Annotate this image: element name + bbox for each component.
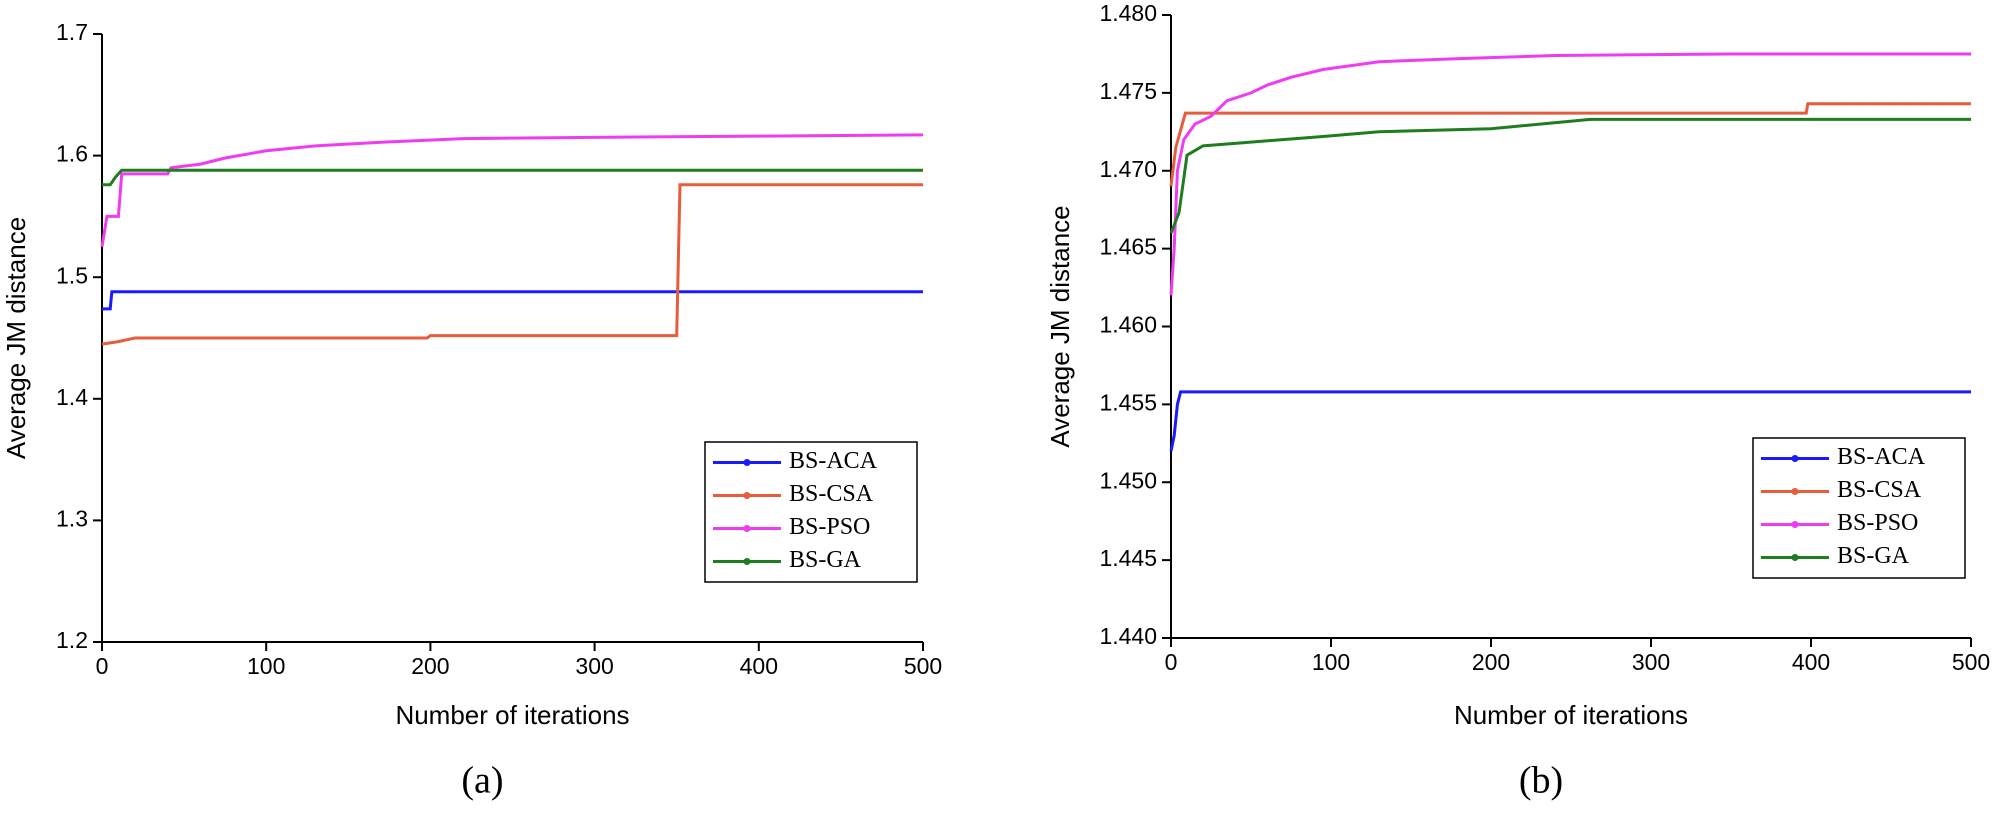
series-line <box>1169 117 1971 234</box>
y-tick-label: 1.440 <box>1099 623 1157 649</box>
legend-label: BS-ACA <box>1837 444 1926 470</box>
legend-box <box>1752 437 1966 579</box>
legend-marker <box>1791 521 1799 528</box>
x-axis-title: Number of iterations <box>1454 700 1688 730</box>
legend-label: BS-ACA <box>789 448 878 474</box>
chart: 1.440 1.445 1.450 1.455 1.460 1.465 1.470 1.475… <box>1045 0 1990 802</box>
legend-label: BS-PSO <box>1837 510 1918 536</box>
y-axis-title: Average JM distance <box>1 217 31 459</box>
y-tick-label: 1.4 <box>56 384 88 410</box>
y-tick-label: 1.475 <box>1099 78 1157 104</box>
x-tick-label: 100 <box>247 653 285 679</box>
y-tick-label: 1.465 <box>1099 234 1157 260</box>
legend-marker <box>1791 554 1799 561</box>
y-tick-label: 1.445 <box>1099 545 1157 571</box>
x-tick-label: 300 <box>575 653 613 679</box>
x-tick-label: 0 <box>96 653 109 679</box>
legend-marker <box>1791 488 1799 495</box>
legend-label: BS-GA <box>789 547 862 573</box>
y-tick-label: 1.470 <box>1099 156 1157 182</box>
legend-box <box>704 441 918 583</box>
legend-marker <box>743 558 751 565</box>
y-tick-label: 1.3 <box>56 505 88 531</box>
series-line <box>1169 52 1971 296</box>
x-tick-label: 300 <box>1632 649 1670 675</box>
x-tick-label: 400 <box>1792 649 1830 675</box>
series-line <box>102 168 923 187</box>
caption: (b) <box>1519 760 1563 802</box>
series-line <box>102 290 923 311</box>
series-line <box>101 183 923 346</box>
legend-label: BS-CSA <box>1837 477 1922 503</box>
x-tick-label: 200 <box>411 653 449 679</box>
x-tick-label: 500 <box>1952 649 1990 675</box>
y-tick-label: 1.6 <box>56 141 88 167</box>
series-line <box>100 133 924 248</box>
x-tick-label: 500 <box>904 653 942 679</box>
y-tick-label: 1.460 <box>1099 312 1157 338</box>
y-tick-label: 1.5 <box>56 262 88 288</box>
x-tick-label: 200 <box>1472 649 1510 675</box>
y-axis-title: Average JM distance <box>1045 205 1075 447</box>
series-line <box>1169 390 1971 452</box>
y-tick-label: 1.450 <box>1099 467 1157 493</box>
legend-label: BS-PSO <box>789 514 870 540</box>
legend-marker <box>1791 455 1799 462</box>
legend-marker <box>743 459 751 466</box>
caption: (a) <box>461 760 503 802</box>
series-line <box>1169 102 1971 187</box>
x-tick-label: 0 <box>1165 649 1178 675</box>
x-tick-label: 100 <box>1312 649 1350 675</box>
y-tick-label: 1.480 <box>1099 0 1157 26</box>
legend-label: BS-CSA <box>789 481 874 507</box>
x-axis-title: Number of iterations <box>395 700 629 730</box>
chart: 1.2 1.3 1.4 1.5 1.6 1.7 0 100 200 300 400 500 Number… <box>1 19 942 802</box>
y-tick-label: 1.7 <box>56 19 88 45</box>
y-tick-label: 1.455 <box>1099 389 1157 415</box>
y-tick-label: 1.2 <box>56 627 88 653</box>
legend-marker <box>743 525 751 532</box>
legend-marker <box>743 492 751 499</box>
x-tick-label: 400 <box>740 653 778 679</box>
legend-label: BS-GA <box>1837 543 1910 569</box>
